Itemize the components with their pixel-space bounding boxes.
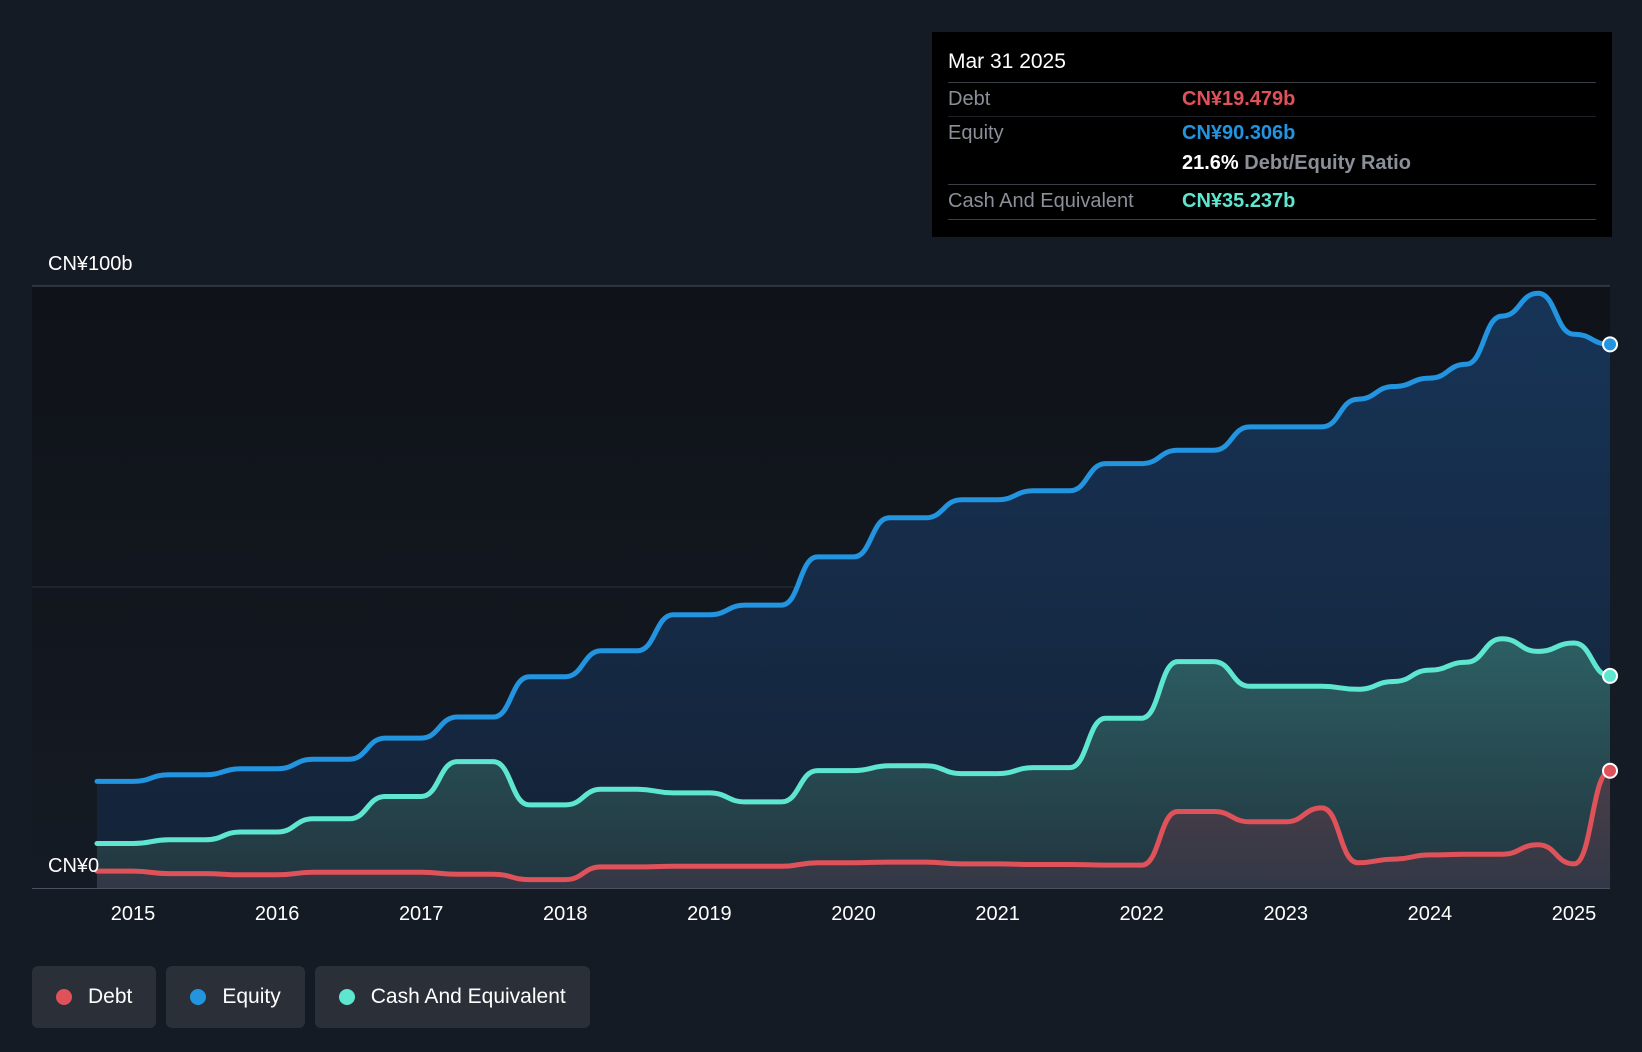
equity-end-marker bbox=[1602, 336, 1619, 353]
tooltip-cash-label: Cash And Equivalent bbox=[948, 190, 1134, 212]
x-tick-label: 2016 bbox=[255, 903, 300, 925]
x-tick-label: 2017 bbox=[399, 903, 444, 925]
debt-dot-icon bbox=[56, 989, 72, 1005]
x-tick-label: 2021 bbox=[975, 903, 1020, 925]
equity-dot-icon bbox=[190, 989, 207, 1005]
legend-item-equity[interactable]: Equity bbox=[166, 966, 305, 1028]
tooltip-date: Mar 31 2025 bbox=[948, 50, 1066, 73]
legend-item-debt[interactable]: Debt bbox=[32, 966, 157, 1028]
chart-legend: Debt Equity Cash And Equivalent bbox=[32, 966, 600, 1028]
legend-label-debt: Debt bbox=[88, 985, 133, 1008]
tooltip-row-equity: Equity CN¥90.306b bbox=[948, 116, 1596, 151]
cash-and-equivalent-line bbox=[94, 636, 1613, 846]
tooltip-panel: Mar 31 2025 Debt CN¥19.479b Equity CN¥90… bbox=[932, 32, 1612, 237]
tooltip-equity-value: CN¥90.306b bbox=[1182, 122, 1296, 144]
tooltip-ratio-value: 21.6% bbox=[1182, 152, 1239, 174]
equity-line bbox=[94, 290, 1613, 784]
tooltip-row-debt: Debt CN¥19.479b bbox=[948, 82, 1596, 117]
tooltip-ratio: 21.6% Debt/Equity Ratio bbox=[1182, 152, 1411, 175]
tooltip-equity-label: Equity bbox=[948, 122, 1004, 144]
x-tick-label: 2024 bbox=[1408, 903, 1453, 925]
x-tick-label: 2015 bbox=[111, 903, 156, 925]
x-tick-label: 2019 bbox=[687, 903, 732, 925]
debt-end-marker bbox=[1602, 762, 1619, 779]
x-tick-label: 2018 bbox=[543, 903, 588, 925]
y-axis-bottom-label: CN¥0 bbox=[48, 855, 99, 877]
cash-and-equivalent-end-marker bbox=[1602, 667, 1619, 684]
cash-dot-icon bbox=[338, 989, 355, 1005]
legend-item-cash[interactable]: Cash And Equivalent bbox=[314, 966, 590, 1028]
debt-line bbox=[94, 768, 1613, 883]
legend-label-equity: Equity bbox=[222, 985, 281, 1008]
x-tick-label: 2023 bbox=[1264, 903, 1309, 925]
x-tick-label: 2025 bbox=[1552, 903, 1597, 925]
tooltip-debt-label: Debt bbox=[948, 88, 991, 110]
tooltip-row-cash: Cash And Equivalent CN¥35.237b bbox=[948, 184, 1596, 220]
tooltip-ratio-label: Debt/Equity Ratio bbox=[1244, 152, 1411, 174]
y-axis-top-label: CN¥100b bbox=[48, 253, 133, 275]
tooltip-debt-value: CN¥19.479b bbox=[1182, 88, 1296, 110]
x-tick-label: 2022 bbox=[1119, 903, 1164, 925]
debt-area bbox=[96, 770, 1611, 888]
legend-label-cash: Cash And Equivalent bbox=[370, 985, 566, 1008]
x-tick-label: 2020 bbox=[831, 903, 876, 925]
tooltip-cash-value: CN¥35.237b bbox=[1182, 190, 1296, 212]
